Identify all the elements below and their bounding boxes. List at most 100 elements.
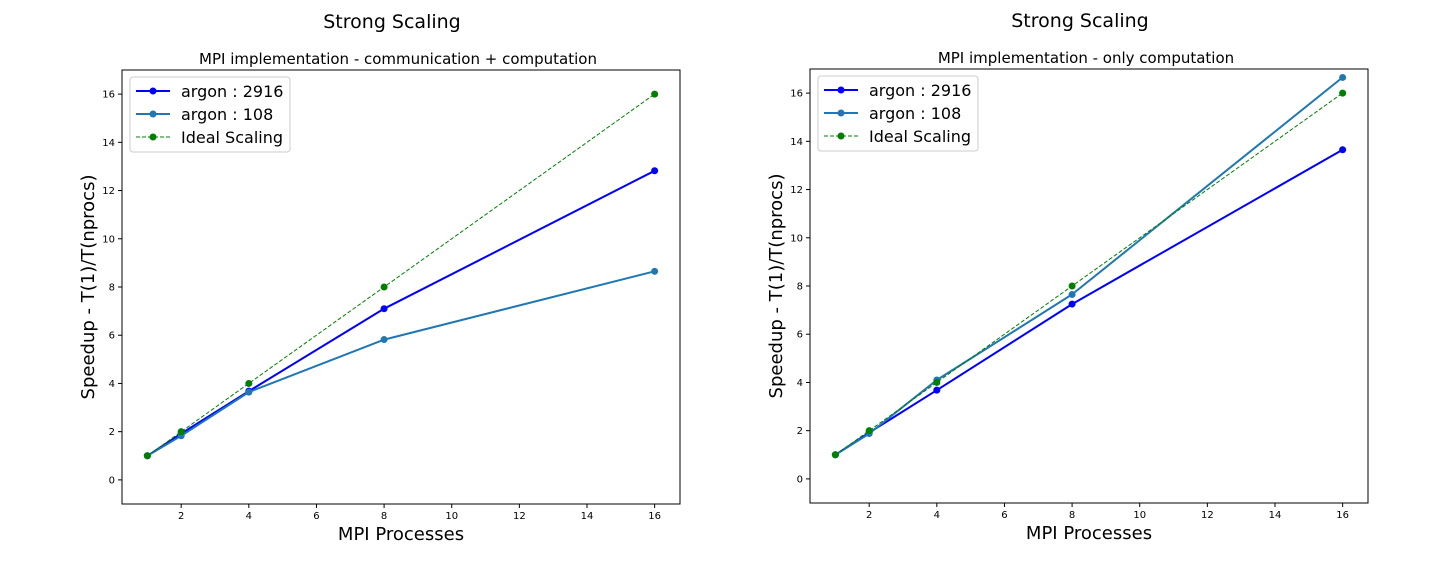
series-ideal-scaling (143, 90, 659, 460)
legend-marker (837, 132, 845, 140)
x-axis-label: MPI Processes (1026, 523, 1152, 544)
suptitle: Strong Scaling (1011, 10, 1148, 32)
series-line (834, 148, 1344, 456)
legend-marker (837, 86, 845, 94)
legend-marker (149, 110, 157, 118)
data-point (177, 428, 185, 436)
series-argon-2916 (831, 146, 1347, 459)
chart-only-computation: Strong Scaling MPI implementation - only… (766, 10, 1369, 544)
x-tick-label: 8 (1069, 510, 1075, 521)
data-point (1068, 282, 1076, 290)
legend-entry-argon-2916: argon : 2916 (824, 81, 971, 100)
y-axis-label: Speedup - T(1)/T(nprocs) (78, 175, 99, 400)
axis-ticks: 2 4 6 8 10 12 14 16 0 2 4 6 8 10 12 14 16 (102, 90, 661, 522)
x-tick-label: 4 (934, 510, 940, 521)
data-point (933, 378, 941, 386)
y-tick-label: 14 (102, 138, 115, 149)
x-tick-label: 2 (178, 511, 184, 522)
suptitle: Strong Scaling (323, 11, 460, 33)
x-axis-label: MPI Processes (338, 524, 464, 545)
y-tick-label: 4 (797, 378, 803, 389)
legend-label: argon : 108 (181, 105, 273, 124)
y-tick-label: 16 (790, 89, 803, 100)
data-point (865, 427, 873, 435)
data-point (831, 451, 839, 459)
y-tick-label: 8 (109, 283, 115, 294)
x-tick-label: 2 (866, 510, 872, 521)
y-tick-label: 12 (790, 185, 803, 196)
series-layer (143, 90, 659, 460)
legend-label: Ideal Scaling (181, 128, 283, 147)
data-point (1339, 146, 1347, 154)
y-tick-label: 2 (797, 426, 803, 437)
legend-marker (149, 133, 157, 141)
data-point (380, 305, 388, 313)
series-argon-2916 (143, 167, 659, 460)
x-tick-label: 12 (513, 511, 526, 522)
legend-marker (149, 87, 157, 95)
data-point (143, 452, 151, 460)
legend-entry-ideal-scaling: Ideal Scaling (136, 128, 283, 147)
x-tick-label: 16 (1336, 510, 1349, 521)
legend: argon : 2916 argon : 108 Ideal Scaling (129, 76, 291, 153)
data-point (1339, 89, 1347, 97)
y-tick-label: 12 (102, 186, 115, 197)
legend-label: argon : 2916 (869, 81, 971, 100)
y-tick-label: 2 (109, 427, 115, 438)
data-point (651, 167, 659, 175)
y-tick-label: 4 (109, 379, 115, 390)
series-line (146, 169, 656, 457)
x-tick-label: 8 (381, 511, 387, 522)
x-tick-label: 10 (445, 511, 458, 522)
series-line (835, 92, 1343, 456)
x-tick-label: 14 (1269, 510, 1282, 521)
legend-label: Ideal Scaling (869, 127, 971, 146)
axis-ticks: 2 4 6 8 10 12 14 16 0 2 4 6 8 10 12 14 16 (790, 89, 1349, 521)
legend-label: argon : 108 (869, 104, 961, 123)
legend: argon : 2916 argon : 108 Ideal Scaling (817, 75, 979, 152)
x-tick-label: 10 (1133, 510, 1146, 521)
y-tick-label: 8 (797, 282, 803, 293)
y-tick-label: 14 (790, 137, 803, 148)
y-tick-label: 6 (109, 331, 115, 342)
x-tick-label: 12 (1201, 510, 1214, 521)
data-point (651, 267, 659, 275)
y-axis-label: Speedup - T(1)/T(nprocs) (766, 174, 787, 399)
data-point (651, 90, 659, 98)
y-tick-label: 0 (797, 474, 803, 485)
y-tick-label: 16 (102, 90, 115, 101)
data-point (933, 386, 941, 394)
chart-title: MPI implementation - communication + com… (199, 50, 597, 68)
data-point (1339, 73, 1347, 81)
x-tick-label: 14 (581, 511, 594, 522)
legend-label: argon : 2916 (181, 82, 283, 101)
chart-communication-computation: Strong Scaling MPI implementation - comm… (78, 11, 681, 545)
data-point (245, 388, 253, 396)
data-point (380, 283, 388, 291)
y-tick-label: 6 (797, 330, 803, 341)
data-point (1068, 290, 1076, 298)
series-argon-108 (143, 267, 659, 460)
chart-title: MPI implementation - only computation (938, 49, 1234, 67)
legend-entry-ideal-scaling: Ideal Scaling (824, 127, 971, 146)
data-point (380, 336, 388, 344)
x-tick-label: 6 (313, 511, 319, 522)
series-layer (831, 73, 1347, 459)
y-tick-label: 10 (790, 233, 803, 244)
legend-entry-argon-2916: argon : 2916 (136, 82, 283, 101)
legend-entry-argon-108: argon : 108 (824, 104, 961, 123)
y-tick-label: 0 (109, 475, 115, 486)
series-ideal-scaling (831, 89, 1347, 459)
legend-box (129, 76, 291, 153)
x-tick-label: 4 (246, 511, 252, 522)
legend-box (817, 75, 979, 152)
x-tick-label: 6 (1001, 510, 1007, 521)
legend-marker (837, 109, 845, 117)
x-tick-label: 16 (648, 511, 661, 522)
data-point (245, 379, 253, 387)
data-point (1068, 300, 1076, 308)
y-tick-label: 10 (102, 234, 115, 245)
series-line (147, 93, 655, 457)
legend-entry-argon-108: argon : 108 (136, 105, 273, 124)
